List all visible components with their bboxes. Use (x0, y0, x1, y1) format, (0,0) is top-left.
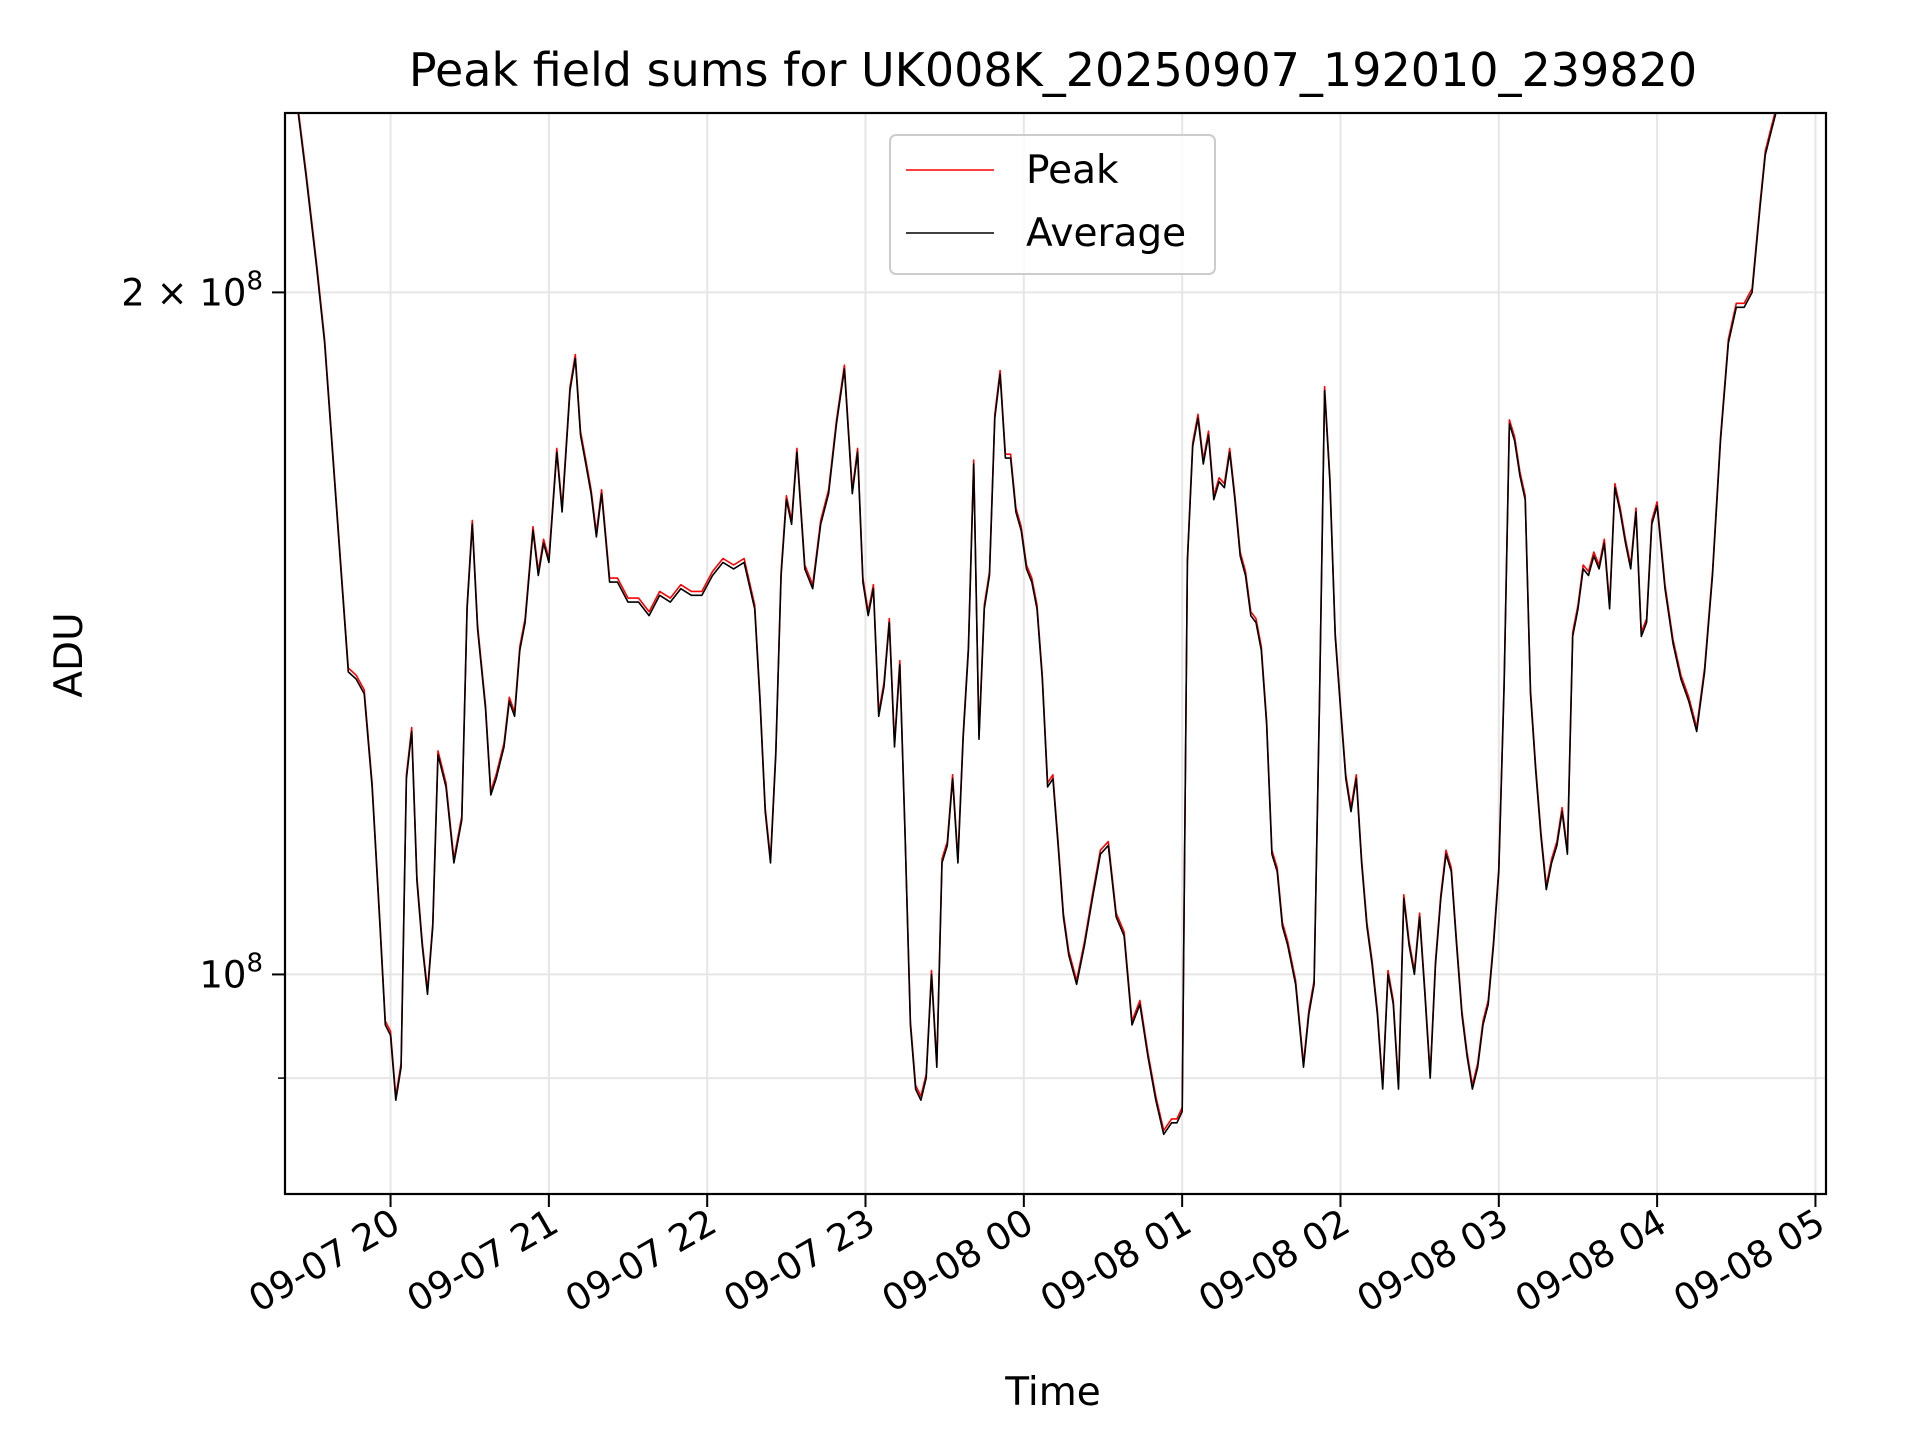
y-tick-label: 2 × 108 (121, 266, 263, 314)
legend-label-average: Average (1026, 211, 1186, 256)
legend: Peak Average (889, 134, 1216, 275)
chart-title: Peak field sums for UK008K_20250907_1920… (409, 43, 1697, 97)
series-line-average (297, 113, 1777, 1136)
plot-frame (283, 111, 1828, 1196)
series-lines (297, 113, 1777, 1136)
x-axis-label: Time (1004, 1370, 1100, 1415)
grid-lines (285, 113, 1826, 1194)
y-axis-ticks: 108 2 × 108 (121, 266, 285, 1079)
y-axis-label: ADU (47, 612, 92, 697)
legend-label-peak: Peak (1026, 148, 1119, 193)
y-tick-label: 108 (199, 948, 263, 996)
